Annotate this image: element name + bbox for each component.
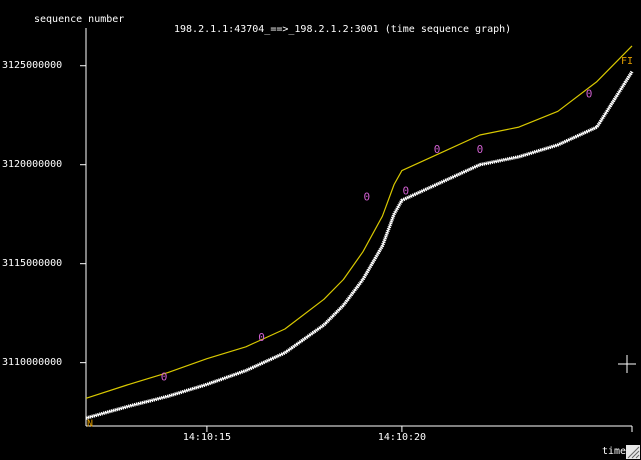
resize-grip-icon[interactable] <box>626 445 640 459</box>
graph-title: 198.2.1.1:43704_==>_198.2.1.2:3001 (time… <box>174 24 512 35</box>
x-axis-title: time <box>602 446 627 457</box>
y-tick-label: 3110000000 <box>2 356 63 368</box>
y-tick-label: 3120000000 <box>2 158 63 170</box>
x-tick-label: 14:10:15 <box>182 432 232 443</box>
retransmit-marker: 0 <box>363 190 370 203</box>
retransmit-marker: 0 <box>586 87 593 100</box>
series-layer <box>85 45 634 420</box>
y-tick-label: 3115000000 <box>2 257 63 269</box>
y-axis-title: sequence number <box>34 14 125 25</box>
syn-flag-label: N <box>87 418 93 429</box>
retransmit-marker: 0 <box>434 143 441 156</box>
segment-series-line <box>85 70 634 420</box>
retransmit-marker: 0 <box>402 184 409 197</box>
segment-series-core <box>85 71 633 419</box>
x-tick-label: 14:10:20 <box>377 432 427 443</box>
retransmit-marker: 0 <box>477 143 484 156</box>
window-series-line <box>85 45 633 399</box>
fin-flag-label: FI <box>621 56 633 67</box>
flag-layer: N FI <box>87 56 633 429</box>
axes <box>80 28 633 432</box>
retransmit-marker: 0 <box>258 331 265 344</box>
crosshair-cursor-icon <box>618 355 636 373</box>
y-tick-label: 3125000000 <box>2 59 63 71</box>
retransmit-marker: 0 <box>161 371 168 384</box>
marker-layer: 0 0 0 0 0 0 0 <box>161 87 593 383</box>
